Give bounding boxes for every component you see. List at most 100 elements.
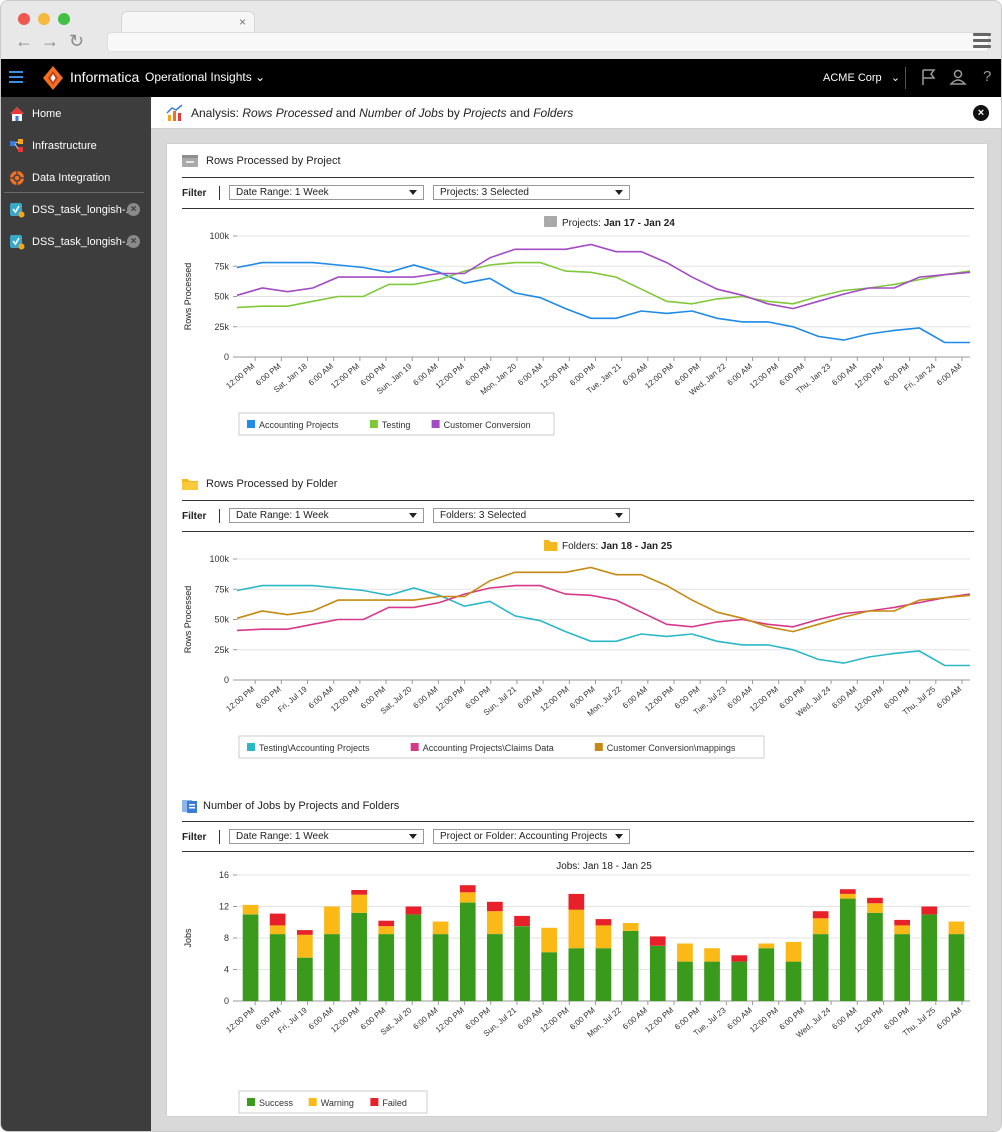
back-arrow-icon[interactable]: ← bbox=[15, 31, 33, 51]
sidebar-item-label: DSS_task_longish-... bbox=[32, 236, 135, 248]
section-rule bbox=[182, 531, 974, 532]
y-tick-label: 100k bbox=[209, 231, 229, 241]
bar-segment bbox=[269, 913, 286, 926]
x-tick-label: 12:00 PM bbox=[748, 361, 780, 390]
section-rule bbox=[182, 500, 974, 501]
bar-segment bbox=[840, 893, 856, 899]
bar-segment bbox=[487, 934, 503, 1001]
tab-close-icon[interactable]: × bbox=[238, 15, 246, 29]
legend bbox=[238, 412, 555, 436]
maximize-window-dot[interactable] bbox=[58, 13, 70, 25]
legend-swatch bbox=[369, 420, 378, 428]
bar-segment bbox=[459, 902, 476, 1001]
forward-arrow-icon[interactable]: → bbox=[41, 31, 59, 51]
section-header: Rows Processed by Folder bbox=[182, 473, 974, 499]
help-icon[interactable]: ? bbox=[983, 68, 992, 85]
close-tab-icon[interactable]: × bbox=[127, 235, 140, 248]
sidebar-item-infrastructure[interactable]: Infrastructure bbox=[1, 131, 151, 161]
sidebar-item-task-1[interactable]: DSS_task_longish-... × bbox=[1, 195, 151, 225]
dropdown-value: Projects: 3 Selected bbox=[440, 187, 529, 198]
x-tick-label: Fri, Jul 19 bbox=[276, 684, 309, 714]
bar-segment bbox=[378, 926, 395, 935]
bar-segment bbox=[649, 936, 666, 946]
sidebar-item-label: Data Integration bbox=[32, 172, 111, 184]
brand-name: Informatica bbox=[70, 69, 140, 85]
data-integration-icon bbox=[10, 171, 24, 185]
section-rule bbox=[182, 177, 974, 178]
x-tick-label: 12:00 PM bbox=[434, 684, 466, 713]
close-tab-icon[interactable]: × bbox=[127, 203, 140, 216]
bar-segment bbox=[378, 934, 395, 1001]
projects-dropdown[interactable]: Projects: 3 Selected bbox=[433, 185, 630, 200]
series-line bbox=[236, 261, 970, 344]
legend-label: Testing\Accounting Projects bbox=[259, 743, 370, 753]
user-icon[interactable] bbox=[949, 68, 967, 86]
dropdown-value: Date Range: 1 Week bbox=[236, 510, 329, 521]
flag-icon[interactable] bbox=[920, 68, 938, 86]
chevron-down-icon: ⌄ bbox=[255, 70, 266, 84]
infrastructure-icon bbox=[10, 139, 23, 152]
bar-segment bbox=[812, 934, 829, 1001]
x-tick-label: 12:00 PM bbox=[434, 1005, 466, 1034]
y-tick-label: 25k bbox=[214, 322, 229, 332]
date-range-dropdown[interactable]: Date Range: 1 Week bbox=[229, 508, 424, 523]
bar-segment bbox=[948, 921, 965, 935]
filter-label: Filter bbox=[182, 511, 207, 522]
sidebar-item-home[interactable]: Home bbox=[1, 99, 151, 129]
x-tick-label: 6:00 AM bbox=[935, 684, 964, 710]
bar-segment bbox=[351, 894, 367, 913]
bar-segment bbox=[487, 911, 503, 934]
rows-by-project-chart: Projects: Jan 17 - Jan 24 0 25k 50k 75k 100k R… bbox=[183, 216, 971, 436]
x-tick-label: 6:00 AM bbox=[935, 1005, 964, 1031]
org-switcher[interactable]: ACME Corp ⌄ bbox=[823, 71, 900, 84]
chart-title: Projects: Jan 17 - Jan 24 bbox=[544, 216, 675, 229]
x-tick-label: 12:00 PM bbox=[224, 684, 256, 713]
address-bar[interactable] bbox=[107, 32, 989, 52]
y-tick-label: 12 bbox=[219, 902, 229, 912]
close-window-dot[interactable] bbox=[18, 13, 30, 25]
legend-swatch bbox=[247, 1098, 255, 1106]
section-title: Number of Jobs by Projects and Folders bbox=[203, 800, 400, 812]
sidebar-item-data-integration[interactable]: Data Integration bbox=[1, 163, 151, 193]
hamburger-menu-icon[interactable] bbox=[9, 71, 23, 83]
bar-segment bbox=[432, 934, 449, 1001]
date-range-dropdown[interactable]: Date Range: 1 Week bbox=[229, 185, 424, 200]
bar-segment bbox=[704, 948, 720, 962]
legend-label: Customer Conversion bbox=[444, 420, 531, 430]
legend-label: Customer Conversion\mappings bbox=[607, 743, 736, 753]
date-range-dropdown[interactable]: Date Range: 1 Week bbox=[229, 829, 424, 844]
bar-segment bbox=[867, 903, 883, 913]
sidebar-divider bbox=[4, 192, 144, 193]
chart-title-text: Jobs: Jan 18 - Jan 25 bbox=[556, 861, 652, 872]
analysis-titlebar: Analysis: Rows Processed and Number of J… bbox=[151, 97, 1001, 129]
bar-segment bbox=[269, 934, 286, 1001]
bar-segment bbox=[541, 927, 557, 953]
browser-tab[interactable]: × bbox=[121, 11, 255, 33]
minimize-window-dot[interactable] bbox=[38, 13, 50, 25]
folders-dropdown[interactable]: Folders: 3 Selected bbox=[433, 508, 630, 523]
bar-segment bbox=[894, 925, 910, 935]
reload-icon[interactable]: ↻ bbox=[69, 31, 85, 51]
caret-down-icon bbox=[615, 190, 623, 195]
bar-segment bbox=[622, 930, 639, 1001]
product-switcher[interactable]: Operational Insights ⌄ bbox=[145, 70, 265, 84]
browser-menu-icon[interactable] bbox=[973, 33, 991, 49]
sidebar-item-task-2[interactable]: DSS_task_longish-... × bbox=[1, 227, 151, 257]
legend-swatch bbox=[308, 1098, 317, 1106]
bar-segment bbox=[867, 912, 883, 1001]
project-or-folder-dropdown[interactable]: Project or Folder: Accounting Projects bbox=[433, 829, 630, 844]
bar-segment bbox=[785, 961, 802, 1001]
legend-swatch bbox=[431, 420, 440, 428]
y-tick-label: 0 bbox=[224, 352, 229, 362]
bar-segment bbox=[568, 948, 585, 1001]
bar-segment bbox=[894, 934, 910, 1001]
section-rule bbox=[182, 821, 974, 822]
y-tick-label: 75k bbox=[214, 584, 229, 594]
chart-title-text: Folders: Jan 18 - Jan 25 bbox=[562, 541, 672, 552]
close-analysis-icon[interactable]: × bbox=[973, 105, 989, 121]
home-icon bbox=[10, 107, 24, 121]
x-tick-label: 12:00 PM bbox=[853, 1005, 885, 1034]
product-name: Operational Insights bbox=[145, 70, 252, 84]
bar-segment bbox=[459, 892, 476, 903]
x-tick-label: 12:00 PM bbox=[643, 361, 675, 390]
